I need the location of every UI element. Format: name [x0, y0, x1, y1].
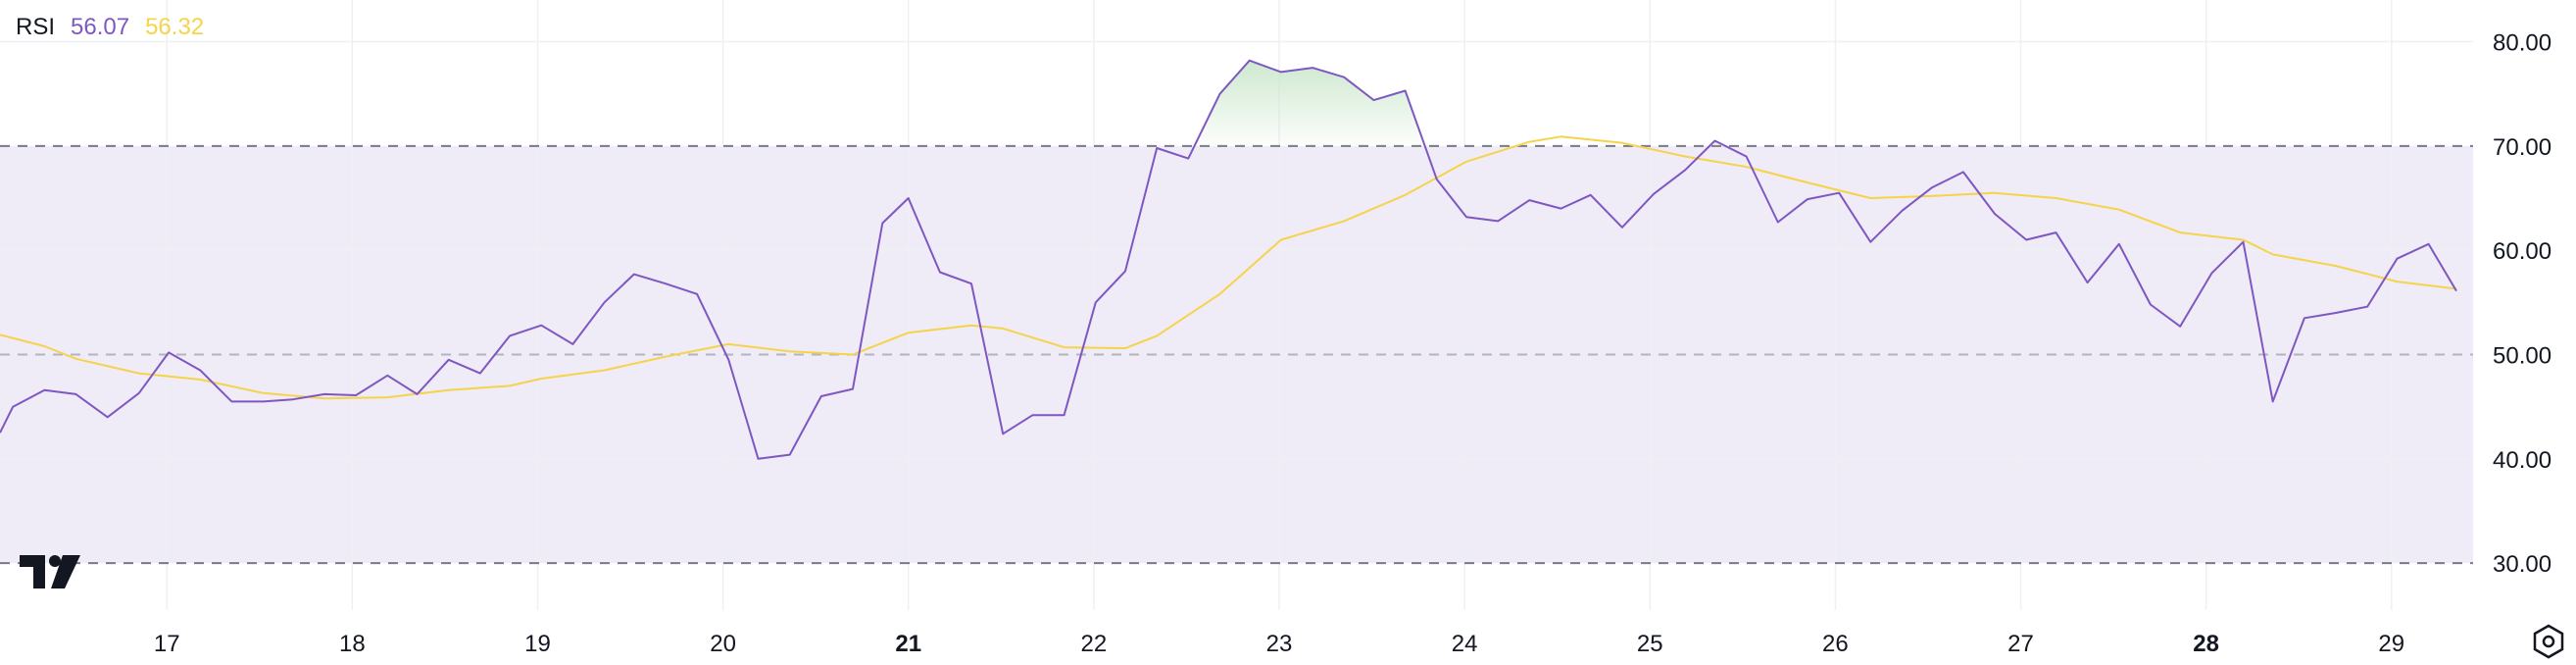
x-tick-label: 17 — [154, 631, 180, 657]
series-rsi-line — [0, 59, 2457, 460]
y-tick-label: 50.00 — [2493, 343, 2551, 370]
x-tick-label: 18 — [339, 631, 366, 657]
x-tick-label: 28 — [2193, 631, 2219, 657]
overbought-fill — [1194, 60, 1425, 146]
ma-value: 56.32 — [145, 14, 205, 40]
x-tick-label: 29 — [2378, 631, 2404, 657]
series-ma-line — [0, 135, 2457, 400]
x-tick-label: 24 — [1452, 631, 1478, 657]
x-tick-label: 19 — [524, 631, 551, 657]
rsi-value: 56.07 — [71, 14, 130, 40]
x-tick-label: 21 — [895, 631, 921, 657]
x-tick-label: 23 — [1266, 631, 1293, 657]
y-tick-label: 80.00 — [2493, 30, 2551, 57]
x-tick-label: 27 — [2007, 631, 2034, 657]
x-tick-label: 26 — [1822, 631, 1849, 657]
x-tick-label: 25 — [1637, 631, 1663, 657]
legend: RSI 56.07 56.32 — [16, 14, 204, 41]
x-tick-label: 22 — [1081, 631, 1108, 657]
y-tick-label: 30.00 — [2493, 551, 2551, 578]
y-tick-label: 40.00 — [2493, 447, 2551, 474]
y-tick-label: 70.00 — [2493, 134, 2551, 161]
indicator-name[interactable]: RSI — [16, 14, 56, 40]
x-tick-label: 20 — [710, 631, 736, 657]
settings-icon[interactable] — [2531, 624, 2566, 659]
tradingview-logo-icon[interactable] — [20, 555, 80, 588]
y-tick-label: 60.00 — [2493, 238, 2551, 265]
